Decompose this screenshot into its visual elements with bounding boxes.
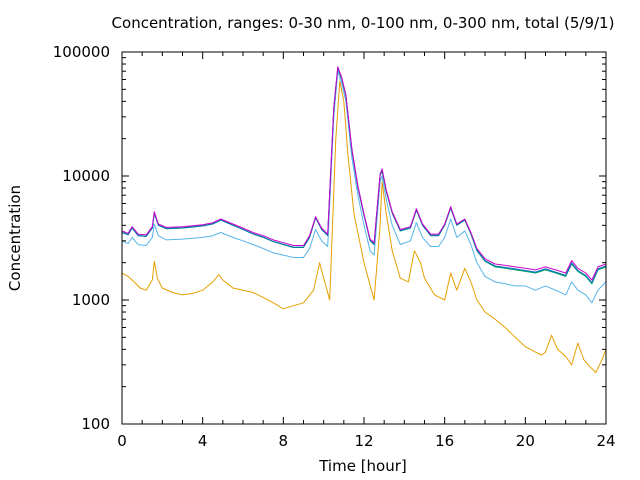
series-line-4	[121, 67, 607, 284]
y-tick-label: 100000	[53, 43, 110, 61]
x-tick-label: 12	[354, 432, 373, 450]
x-tick-label: 24	[596, 432, 615, 450]
y-axis: 100 1000 10000 100000	[53, 43, 606, 433]
x-axis-label: Time [hour]	[318, 457, 407, 475]
x-tick-label: 8	[279, 432, 289, 450]
x-axis: 0 4 8 12 16 20 24	[117, 52, 616, 450]
y-axis-label: Concentration	[6, 185, 24, 291]
x-tick-label: 4	[198, 432, 208, 450]
x-tick-label: 20	[516, 432, 535, 450]
chart-title: Concentration, ranges: 0-30 nm, 0-100 nm…	[112, 14, 615, 32]
series-layer	[121, 66, 607, 373]
series-line-5	[121, 66, 607, 281]
series-line-2	[121, 70, 607, 304]
x-tick-label: 0	[117, 432, 127, 450]
series-line-1	[121, 80, 607, 373]
y-tick-label: 10000	[62, 167, 110, 185]
x-tick-label: 16	[435, 432, 454, 450]
series-line-3	[121, 67, 607, 285]
y-tick-label: 100	[81, 415, 110, 433]
y-tick-label: 1000	[72, 291, 110, 309]
